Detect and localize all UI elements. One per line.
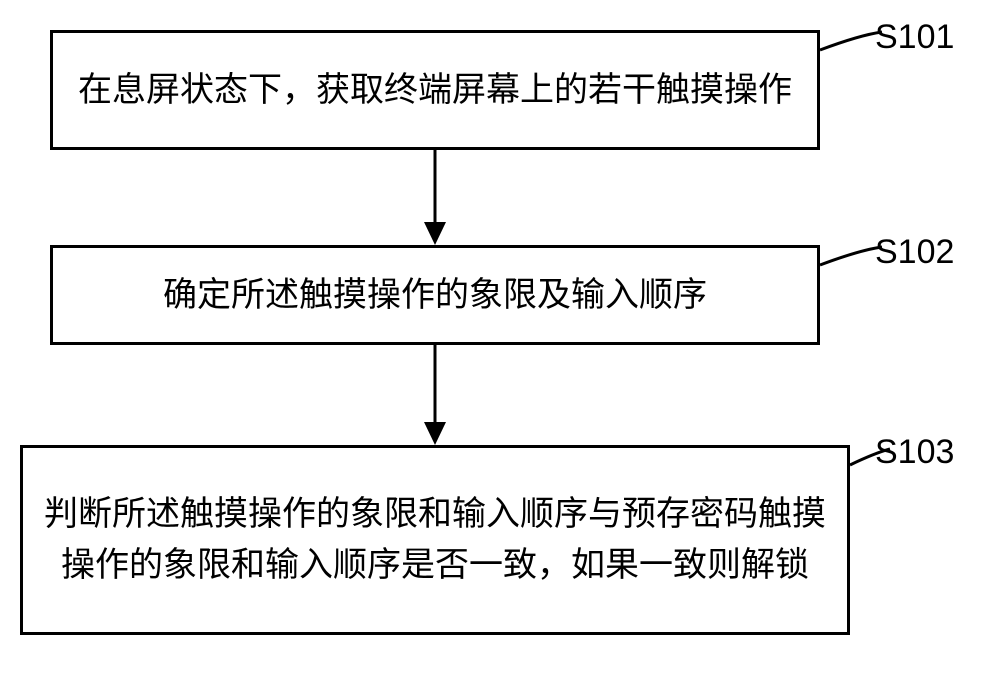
connector-s103 xyxy=(50,445,950,525)
arrow-s102-s103 xyxy=(50,30,950,460)
step-label-s103: S103 xyxy=(875,433,954,472)
